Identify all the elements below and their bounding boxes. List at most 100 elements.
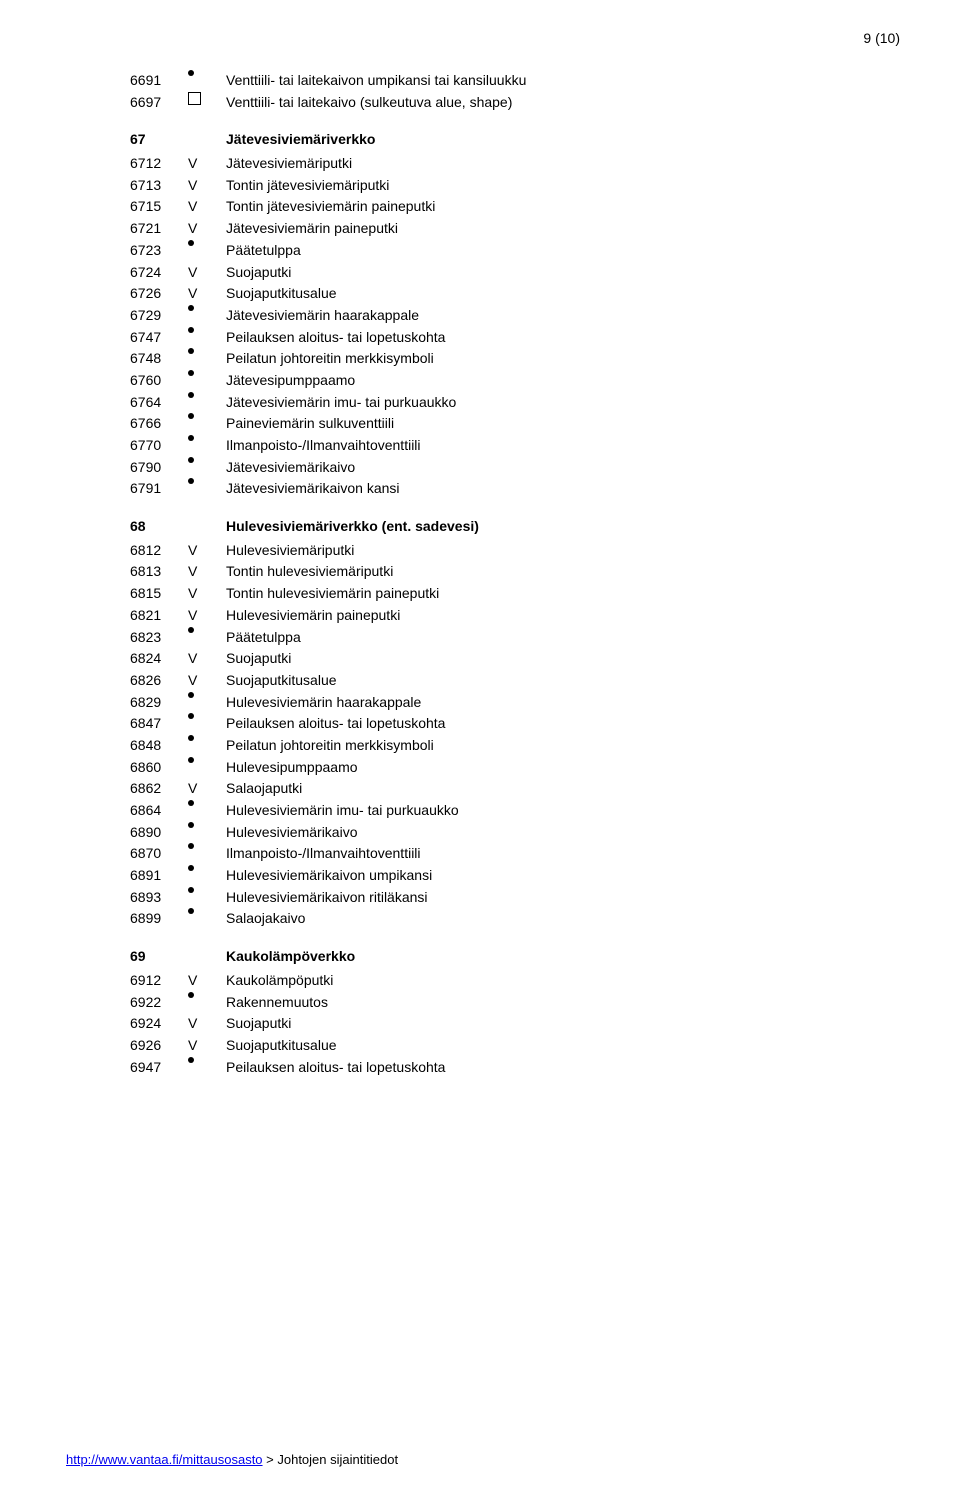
section-title: Hulevesiviemäriverkko (ent. sadevesi) bbox=[226, 516, 900, 538]
code: 6691 bbox=[130, 70, 188, 92]
symbol-cell: V bbox=[188, 540, 226, 562]
symbol-cell bbox=[188, 887, 226, 893]
bullet-icon bbox=[188, 370, 194, 376]
v-mark: V bbox=[188, 561, 197, 583]
symbol-cell bbox=[188, 757, 226, 763]
code: 6770 bbox=[130, 435, 188, 457]
code: 6726 bbox=[130, 283, 188, 305]
list-item: 6713V Tontin jätevesiviemäriputki bbox=[130, 175, 900, 197]
label: Peilauksen aloitus- tai lopetuskohta bbox=[226, 327, 900, 349]
symbol-cell bbox=[188, 413, 226, 419]
label: Päätetulppa bbox=[226, 240, 900, 262]
content-body: 6691Venttiili- tai laitekaivon umpikansi… bbox=[130, 70, 900, 1078]
bullet-icon bbox=[188, 908, 194, 914]
bullet-icon bbox=[188, 692, 194, 698]
list-item: 6826VSuojaputkitusalue bbox=[130, 670, 900, 692]
spacer bbox=[130, 38, 900, 70]
code: 6813 bbox=[130, 561, 188, 583]
code: 6748 bbox=[130, 348, 188, 370]
code: 6812 bbox=[130, 540, 188, 562]
code: 6715 bbox=[130, 196, 188, 218]
list-item: 6812V Hulevesiviemäriputki bbox=[130, 540, 900, 562]
code: 6729 bbox=[130, 305, 188, 327]
code: 6697 bbox=[130, 92, 188, 114]
list-item: 6947Peilauksen aloitus- tai lopetuskohta bbox=[130, 1057, 900, 1079]
symbol-cell: V bbox=[188, 262, 226, 284]
bullet-icon bbox=[188, 713, 194, 719]
code: 6912 bbox=[130, 970, 188, 992]
code: 6924 bbox=[130, 1013, 188, 1035]
v-mark: V bbox=[188, 648, 197, 670]
symbol-cell bbox=[188, 392, 226, 398]
symbol-cell: V bbox=[188, 218, 226, 240]
code: 6860 bbox=[130, 757, 188, 779]
bullet-icon bbox=[188, 392, 194, 398]
v-mark: V bbox=[188, 583, 197, 605]
label: Kaukolämpöputki bbox=[226, 970, 900, 992]
label: Tontin jätevesiviemäriputki bbox=[226, 175, 900, 197]
code: 6721 bbox=[130, 218, 188, 240]
label: Tontin hulevesiviemäriputki bbox=[226, 561, 900, 583]
symbol-cell: V bbox=[188, 175, 226, 197]
code: 6848 bbox=[130, 735, 188, 757]
code: 6926 bbox=[130, 1035, 188, 1057]
v-mark: V bbox=[188, 540, 197, 562]
bullet-icon bbox=[188, 240, 194, 246]
list-item: 6697Venttiili- tai laitekaivo (sulkeutuv… bbox=[130, 92, 900, 114]
code: 6760 bbox=[130, 370, 188, 392]
v-mark: V bbox=[188, 218, 197, 240]
code: 6826 bbox=[130, 670, 188, 692]
bullet-icon bbox=[188, 435, 194, 441]
list-item: 6724VSuojaputki bbox=[130, 262, 900, 284]
code: 6864 bbox=[130, 800, 188, 822]
symbol-cell bbox=[188, 305, 226, 311]
bullet-icon bbox=[188, 822, 194, 828]
list-item: 6691Venttiili- tai laitekaivon umpikansi… bbox=[130, 70, 900, 92]
code: 6724 bbox=[130, 262, 188, 284]
code: 6922 bbox=[130, 992, 188, 1014]
code: 6893 bbox=[130, 887, 188, 909]
code: 6823 bbox=[130, 627, 188, 649]
label: Peilatun johtoreitin merkkisymboli bbox=[226, 348, 900, 370]
list-item: 6823Päätetulppa bbox=[130, 627, 900, 649]
label: Jätevesiviemäriputki bbox=[226, 153, 900, 175]
section-code: 69 bbox=[130, 946, 188, 968]
list-item: 6721VJätevesiviemärin paineputki bbox=[130, 218, 900, 240]
list-item: 6729 Jätevesiviemärin haarakappale bbox=[130, 305, 900, 327]
bullet-icon bbox=[188, 757, 194, 763]
code: 6713 bbox=[130, 175, 188, 197]
label: Tontin hulevesiviemärin paineputki bbox=[226, 583, 900, 605]
v-mark: V bbox=[188, 175, 197, 197]
bullet-icon bbox=[188, 887, 194, 893]
symbol-cell: V bbox=[188, 648, 226, 670]
code: 6824 bbox=[130, 648, 188, 670]
bullet-icon bbox=[188, 865, 194, 871]
list-item: 6899Salaojakaivo bbox=[130, 908, 900, 930]
bullet-icon bbox=[188, 627, 194, 633]
label: Jätevesiviemärikaivo bbox=[226, 457, 900, 479]
page-number: 9 (10) bbox=[863, 30, 900, 46]
bullet-icon bbox=[188, 327, 194, 333]
list-item: 6862VSalaojaputki bbox=[130, 778, 900, 800]
symbol-cell bbox=[188, 627, 226, 633]
symbol-cell: V bbox=[188, 561, 226, 583]
label: Jätevesiviemärin haarakappale bbox=[226, 305, 900, 327]
label: Jätevesipumppaamo bbox=[226, 370, 900, 392]
code: 6821 bbox=[130, 605, 188, 627]
label: Hulevesiviemäriputki bbox=[226, 540, 900, 562]
symbol-cell bbox=[188, 457, 226, 463]
bullet-icon bbox=[188, 348, 194, 354]
section-heading: 68 Hulevesiviemäriverkko (ent. sadevesi) bbox=[130, 516, 900, 538]
code: 6847 bbox=[130, 713, 188, 735]
symbol-cell: V bbox=[188, 1013, 226, 1035]
label: Suojaputki bbox=[226, 648, 900, 670]
code: 6764 bbox=[130, 392, 188, 414]
footer-suffix: > Johtojen sijaintitiedot bbox=[263, 1452, 399, 1467]
bullet-icon bbox=[188, 843, 194, 849]
list-item: 6813V Tontin hulevesiviemäriputki bbox=[130, 561, 900, 583]
list-item: 6829Hulevesiviemärin haarakappale bbox=[130, 692, 900, 714]
symbol-cell bbox=[188, 908, 226, 914]
label: Suojaputki bbox=[226, 1013, 900, 1035]
footer-link[interactable]: http://www.vantaa.fi/mittausosasto bbox=[66, 1452, 263, 1467]
section-code: 68 bbox=[130, 516, 188, 538]
